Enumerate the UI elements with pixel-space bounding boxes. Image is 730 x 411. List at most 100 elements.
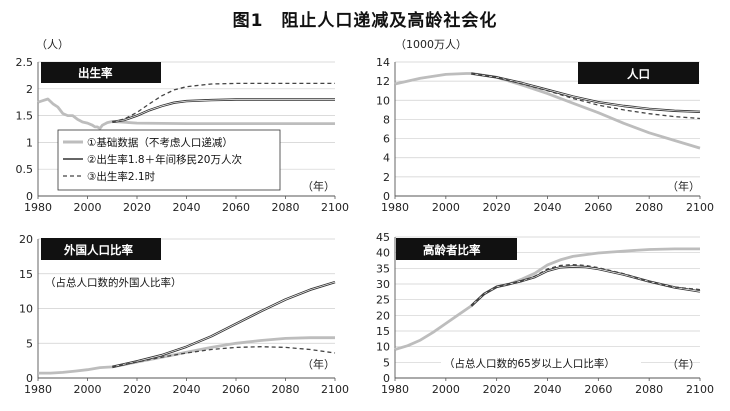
population-x-tick-label: 1980 — [381, 201, 409, 214]
elderly-ratio-y-tick-label: 15 — [376, 325, 390, 338]
birth-rate-y-tick-label: 0.5 — [16, 163, 34, 176]
elderly-ratio-title: 高龄者比率 — [423, 243, 481, 257]
population-chart: （1000万人） 0 2 4 6 8 10 12 14 1980 2000 2020 2040 206… — [376, 38, 714, 214]
population-x-tick-label: 2040 — [534, 201, 562, 214]
population-series-3-line — [471, 72, 701, 120]
foreign-ratio-x-tick-label: 2000 — [74, 383, 102, 396]
population-y-tick-label: 10 — [376, 94, 390, 107]
elderly-ratio-series — [394, 247, 701, 351]
foreign-ratio-title-banner — [41, 238, 161, 260]
foreign-ratio-series-2-line-outer — [112, 280, 336, 369]
birth-rate-x-tick-label: 2080 — [272, 201, 300, 214]
population-x-tick-label: 2080 — [635, 201, 663, 214]
elderly-ratio-axes — [394, 237, 701, 381]
foreign-ratio-x-tick-label: 2080 — [272, 383, 300, 396]
foreign-ratio-x-tick-label: 2040 — [173, 383, 201, 396]
foreign-ratio-title: 外国人口比率 — [63, 243, 133, 257]
birth-rate-unit-label: （人） — [36, 38, 69, 51]
birth-rate-series — [37, 82, 335, 130]
birth-rate-series-3-line — [112, 82, 335, 123]
elderly-ratio-x-tick-label: 2000 — [432, 383, 460, 396]
elderly-ratio-y-tick-label: 30 — [376, 278, 390, 291]
birth-rate-y-ticks: 0 0.5 1 1.5 2 2.5 — [16, 56, 34, 203]
birth-rate-x-tick-label: 2060 — [222, 201, 250, 214]
elderly-ratio-y-tick-label: 20 — [376, 309, 390, 322]
foreign-ratio-subtitle: （占总人口数的外国人比率） — [45, 276, 182, 289]
birth-rate-series-1-line — [37, 97, 335, 130]
population-x-tick-label: 2060 — [584, 201, 612, 214]
elderly-ratio-y-tick-label: 0 — [383, 372, 390, 385]
population-series-1-line — [394, 72, 701, 150]
population-y-tick-label: 12 — [376, 75, 390, 88]
population-y-tick-label: 2 — [383, 171, 390, 184]
elderly-ratio-title-banner — [396, 238, 517, 260]
population-y-ticks: 0 2 4 6 8 10 12 14 — [376, 56, 390, 203]
population-x-unit: （年） — [667, 179, 700, 193]
foreign-ratio-x-tick-label: 2060 — [222, 383, 250, 396]
birth-rate-legend: ①基础数据（不考虑人口递减） ②出生率1.8＋年间移民20万人次 ③出生率2.1… — [57, 129, 281, 191]
foreign-ratio-y-tick-label: 5 — [26, 337, 33, 350]
population-y-tick-label: 0 — [383, 190, 390, 203]
birth-rate-x-tick-label: 1980 — [24, 201, 52, 214]
foreign-ratio-y-tick-label: 20 — [19, 233, 33, 246]
elderly-ratio-x-tick-label: 2100 — [686, 383, 714, 396]
elderly-ratio-x-tick-label: 2060 — [584, 383, 612, 396]
foreign-ratio-axes — [37, 239, 336, 381]
foreign-ratio-y-tick-label: 0 — [26, 372, 33, 385]
foreign-ratio-series — [38, 280, 336, 375]
foreign-ratio-chart: 0 5 10 15 20 1980 2000 2020 2040 2060 2080 2100 外国… — [19, 233, 349, 396]
foreign-ratio-series-2-line-inner — [112, 281, 336, 368]
elderly-ratio-y-tick-label: 10 — [376, 341, 390, 354]
population-x-tick-label: 2020 — [483, 201, 511, 214]
foreign-ratio-y-tick-label: 15 — [19, 268, 33, 281]
population-x-ticks: 1980 2000 2020 2040 2060 2080 2100 — [381, 201, 714, 214]
foreign-ratio-x-ticks: 1980 2000 2020 2040 2060 2080 2100 — [24, 383, 349, 396]
legend-label-scenario3: ③出生率2.1时 — [87, 170, 156, 183]
population-y-tick-label: 8 — [383, 113, 390, 126]
population-y-tick-label: 4 — [383, 152, 390, 165]
elderly-ratio-y-tick-label: 25 — [376, 294, 390, 307]
birth-rate-x-tick-label: 2100 — [321, 201, 349, 214]
population-title: 人口 — [627, 67, 650, 81]
foreign-ratio-series-3-line — [112, 346, 336, 368]
birth-rate-series-2-line — [112, 98, 335, 124]
population-x-tick-label: 2100 — [686, 201, 714, 214]
birth-rate-y-tick-label: 0 — [26, 190, 33, 203]
legend-box — [57, 129, 281, 191]
foreign-ratio-x-tick-label: 2100 — [321, 383, 349, 396]
legend-label-scenario2: ②出生率1.8＋年间移民20万人次 — [87, 153, 242, 166]
population-y-tick-label: 6 — [383, 133, 390, 146]
birth-rate-y-tick-label: 1 — [26, 136, 33, 149]
elderly-ratio-series-1-line — [394, 247, 700, 351]
elderly-ratio-y-tick-label: 40 — [376, 247, 390, 260]
figure-title: 图1 阻止人口递减及高龄社会化 — [232, 11, 498, 31]
elderly-ratio-subtitle-bg — [441, 355, 641, 370]
elderly-ratio-x-tick-label: 1980 — [381, 383, 409, 396]
elderly-ratio-series-3-line — [470, 263, 701, 307]
population-x-tick-label: 2000 — [432, 201, 460, 214]
population-series — [394, 72, 701, 150]
foreign-ratio-series-2-line — [112, 280, 336, 369]
population-title-banner — [578, 62, 699, 84]
birth-rate-title: 出生率 — [78, 66, 113, 80]
birth-rate-axes — [37, 62, 336, 199]
elderly-ratio-y-ticks: 0 5 10 15 20 25 30 35 40 45 — [376, 231, 390, 385]
population-y-tick-label: 14 — [376, 56, 390, 69]
elderly-ratio-y-tick-label: 5 — [383, 356, 390, 369]
foreign-ratio-y-tick-label: 10 — [19, 303, 33, 316]
foreign-ratio-x-tick-label: 2020 — [123, 383, 151, 396]
elderly-ratio-y-tick-label: 35 — [376, 262, 390, 275]
birth-rate-chart: （人） 0 0.5 1 1.5 2 2.5 1980 2000 2020 2040 2060 208… — [16, 38, 350, 214]
birth-rate-series-2-line-inner — [112, 99, 335, 123]
elderly-ratio-x-tick-label: 2040 — [534, 383, 562, 396]
birth-rate-x-ticks: 1980 2000 2020 2040 2060 2080 2100 — [24, 201, 349, 214]
elderly-ratio-chart: 0 5 10 15 20 25 30 35 40 45 1980 2000 2020 2040 2060 2… — [376, 231, 714, 396]
foreign-ratio-x-unit: （年） — [302, 357, 335, 371]
birth-rate-y-tick-label: 1.5 — [16, 110, 34, 123]
elderly-ratio-x-tick-label: 2080 — [635, 383, 663, 396]
elderly-ratio-x-unit: （年） — [667, 357, 700, 371]
population-unit-label: （1000万人） — [395, 38, 467, 51]
foreign-ratio-y-ticks: 0 5 10 15 20 — [19, 233, 33, 385]
elderly-ratio-x-ticks: 1980 2000 2020 2040 2060 2080 2100 — [381, 383, 714, 396]
elderly-ratio-y-tick-label: 45 — [376, 231, 390, 244]
